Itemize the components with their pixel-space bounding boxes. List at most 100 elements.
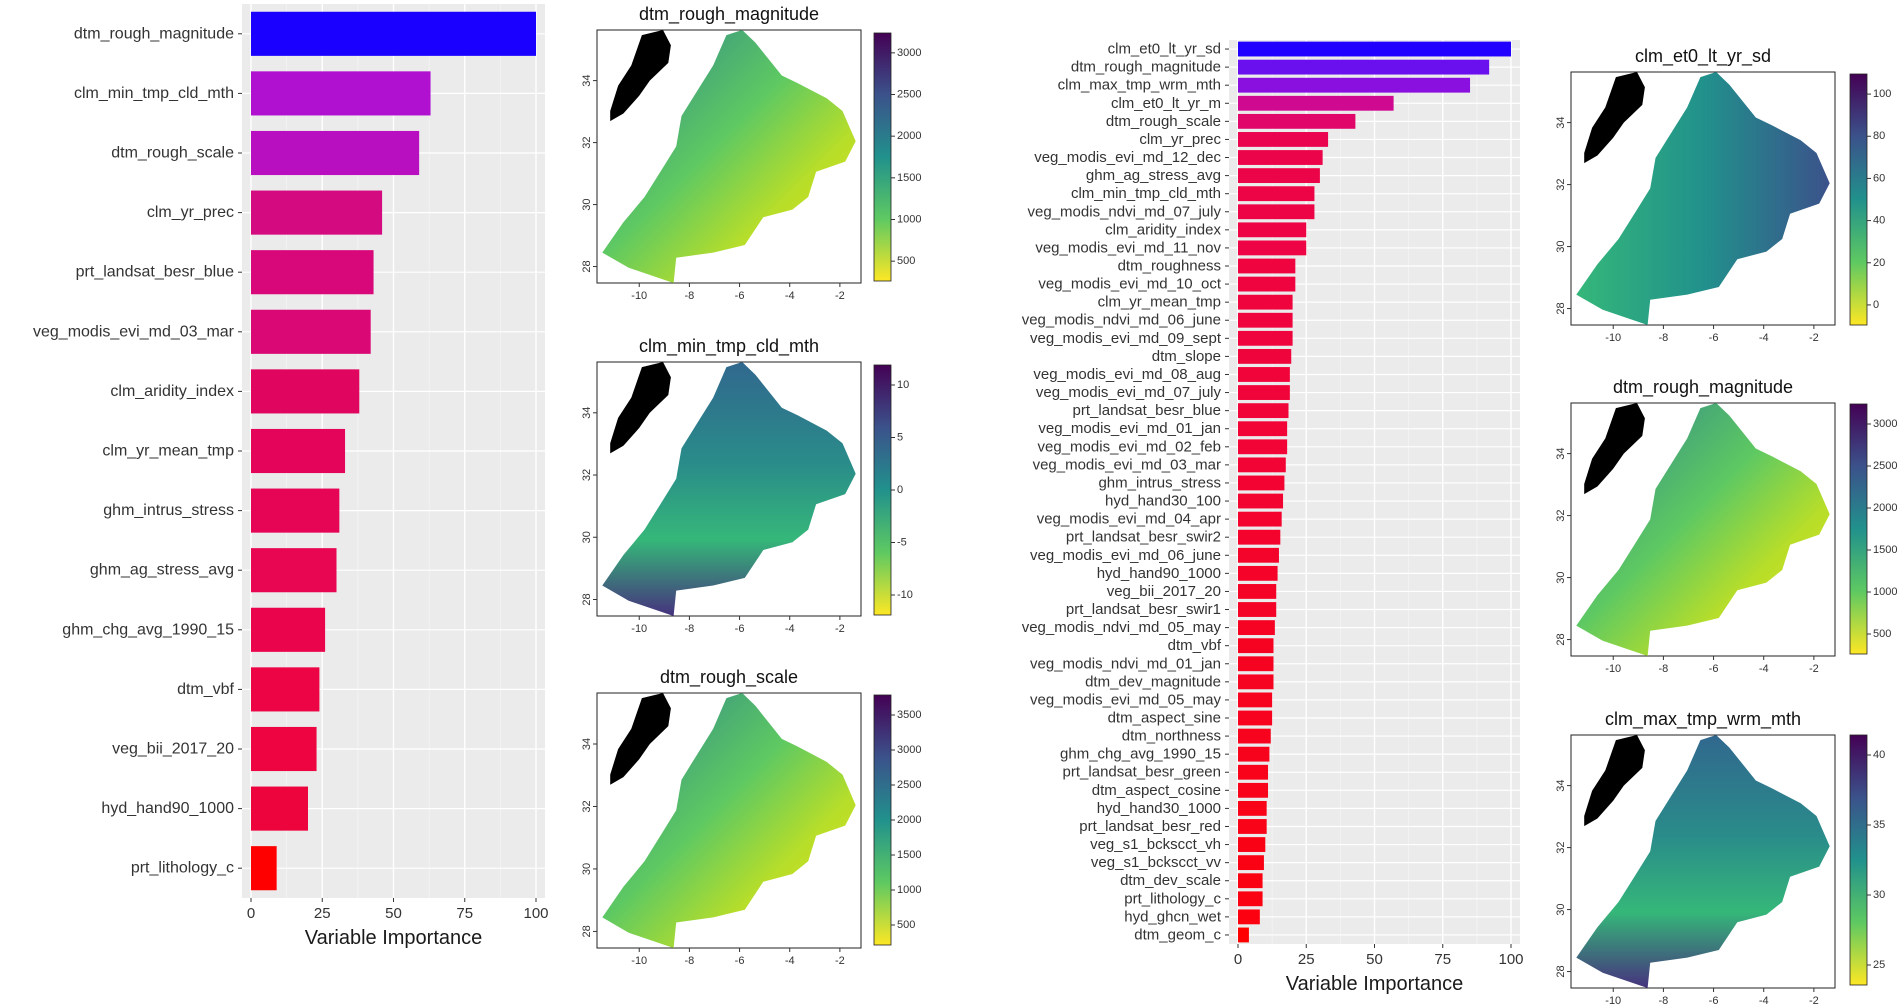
map-x-tick-label: -2 [835,290,845,302]
y-tick-label: veg_bii_2017_20 [112,741,234,758]
y-tick-label: veg_modis_evi_md_05_may [1030,691,1221,708]
colorbar-tick-label: 3500 [897,709,921,721]
map-y-tick-label: 32 [581,136,593,148]
map-x-tick-label: -2 [1809,995,1819,1006]
y-tick-label: dtm_slope [1152,348,1221,365]
colorbar-tick-label: 2500 [897,779,921,791]
map-title: clm_max_tmp_wrm_mth [1605,709,1801,730]
bar [251,369,360,414]
map-y-tick-label: 32 [581,469,593,481]
colorbar-tick-label: -10 [897,589,913,601]
map-x-tick-label: -10 [631,955,647,967]
y-tick-label: dtm_aspect_sine [1108,710,1221,727]
map-y-tick-label: 34 [581,74,593,86]
y-tick-label: veg_modis_ndvi_md_05_may [1022,619,1222,636]
bar [1238,240,1307,256]
y-tick-label: clm_aridity_index [1105,221,1221,238]
x-tick-label: 75 [1434,951,1451,968]
bar [1238,41,1511,57]
y-tick-label: clm_aridity_index [110,383,234,400]
y-tick-label: dtm_rough_scale [1106,113,1221,130]
bar [251,786,308,831]
colorbar-tick-label: 40 [1873,215,1885,227]
map-panel: clm_min_tmp_cld_mth 34 32 30 28 -10 -8 -6 -4 -2 10… [581,336,913,635]
bar [1238,710,1273,726]
colorbar-tick-label: 2000 [897,130,921,142]
morocco-inset-shape [1584,72,1645,164]
map-y-tick-label: 30 [1555,571,1567,583]
y-tick-label: prt_lithology_c [131,860,234,877]
y-tick-label: veg_s1_bckscct_vv [1091,854,1222,871]
y-tick-label: clm_min_tmp_cld_mth [74,85,234,102]
y-tick-label: hyd_ghcn_wet [1124,908,1222,925]
morocco-map-shape [1576,735,1830,988]
colorbar-tick-label: 60 [1873,172,1885,184]
y-tick-label: veg_modis_evi_md_09_sept [1030,330,1222,347]
colorbar-tick-label: 500 [1873,628,1891,640]
bar [1238,927,1249,943]
y-tick-label: clm_max_tmp_wrm_mth [1058,77,1221,94]
bar [1238,620,1275,636]
y-tick-label: veg_bii_2017_20 [1107,583,1221,600]
colorbar-tick-label: 2000 [1873,502,1897,514]
colorbar-tick-label: 1500 [897,849,921,861]
y-tick-label: hyd_hand90_1000 [101,800,234,817]
map-panel: dtm_rough_scale 34 32 30 28 -10 -8 -6 -4 -2 3500 30… [581,667,921,967]
map-y-tick-label: 34 [1555,116,1567,128]
map-title: dtm_rough_magnitude [1613,377,1793,398]
map-x-tick-label: -6 [735,955,745,967]
y-tick-label: veg_modis_evi_md_01_jan [1038,420,1221,437]
y-tick-label: ghm_chg_avg_1990_15 [62,621,234,638]
x-tick-label: 100 [523,905,548,922]
map-y-tick-label: 34 [581,738,593,750]
y-tick-label: dtm_rough_magnitude [1071,59,1221,76]
y-tick-label: prt_lithology_c [1124,890,1221,907]
map-x-tick-label: -6 [735,623,745,635]
y-tick-label: dtm_rough_scale [111,145,234,162]
colorbar [873,694,892,946]
colorbar-tick-label: 40 [1873,749,1885,761]
y-tick-label: dtm_northness [1122,728,1221,745]
map-x-tick-label: -10 [631,623,647,635]
bar [1238,873,1263,889]
map-y-tick-label: 34 [1555,779,1567,791]
map-x-tick-label: -8 [685,955,695,967]
bar [1238,764,1269,780]
x-axis-title: Variable Importance [305,927,483,949]
bar [1238,186,1315,202]
x-axis-title: Variable Importance [1286,973,1464,995]
map-x-tick-label: -10 [1605,332,1621,344]
map-y-tick-label: 32 [581,800,593,812]
colorbar-tick-label: -5 [897,537,907,549]
x-tick-label: 0 [1234,951,1242,968]
y-tick-label: hyd_hand30_1000 [1097,800,1221,817]
bar [1238,385,1290,400]
bar [1238,59,1490,75]
y-tick-label: veg_modis_ndvi_md_01_jan [1030,655,1221,672]
bar [251,71,431,116]
bar [1238,584,1277,599]
y-tick-label: clm_et0_lt_yr_sd [1108,41,1221,58]
colorbar-tick-label: 1500 [897,172,921,184]
bar [1238,692,1273,708]
morocco-inset-shape [1584,403,1645,495]
bar [251,548,337,593]
map-y-tick-label: 28 [581,593,593,605]
map-y-tick-label: 30 [1555,240,1567,252]
colorbar-tick-label: 500 [897,919,915,931]
map-x-tick-label: -2 [1809,663,1819,675]
map-y-tick-label: 32 [1555,178,1567,190]
y-tick-label: clm_et0_lt_yr_m [1111,95,1221,112]
bar [251,428,346,474]
bar [1238,511,1282,527]
y-tick-label: veg_modis_evi_md_11_nov [1035,239,1221,256]
map-x-tick-label: -10 [1605,663,1621,675]
colorbar [1849,73,1868,326]
map-y-tick-label: 28 [1555,965,1567,977]
y-tick-label: prt_landsat_besr_swir2 [1066,529,1221,546]
bar [1238,168,1320,184]
bar [1238,348,1292,364]
y-tick-label: veg_modis_evi_md_03_mar [33,323,235,340]
map-y-tick-label: 30 [1555,903,1567,915]
